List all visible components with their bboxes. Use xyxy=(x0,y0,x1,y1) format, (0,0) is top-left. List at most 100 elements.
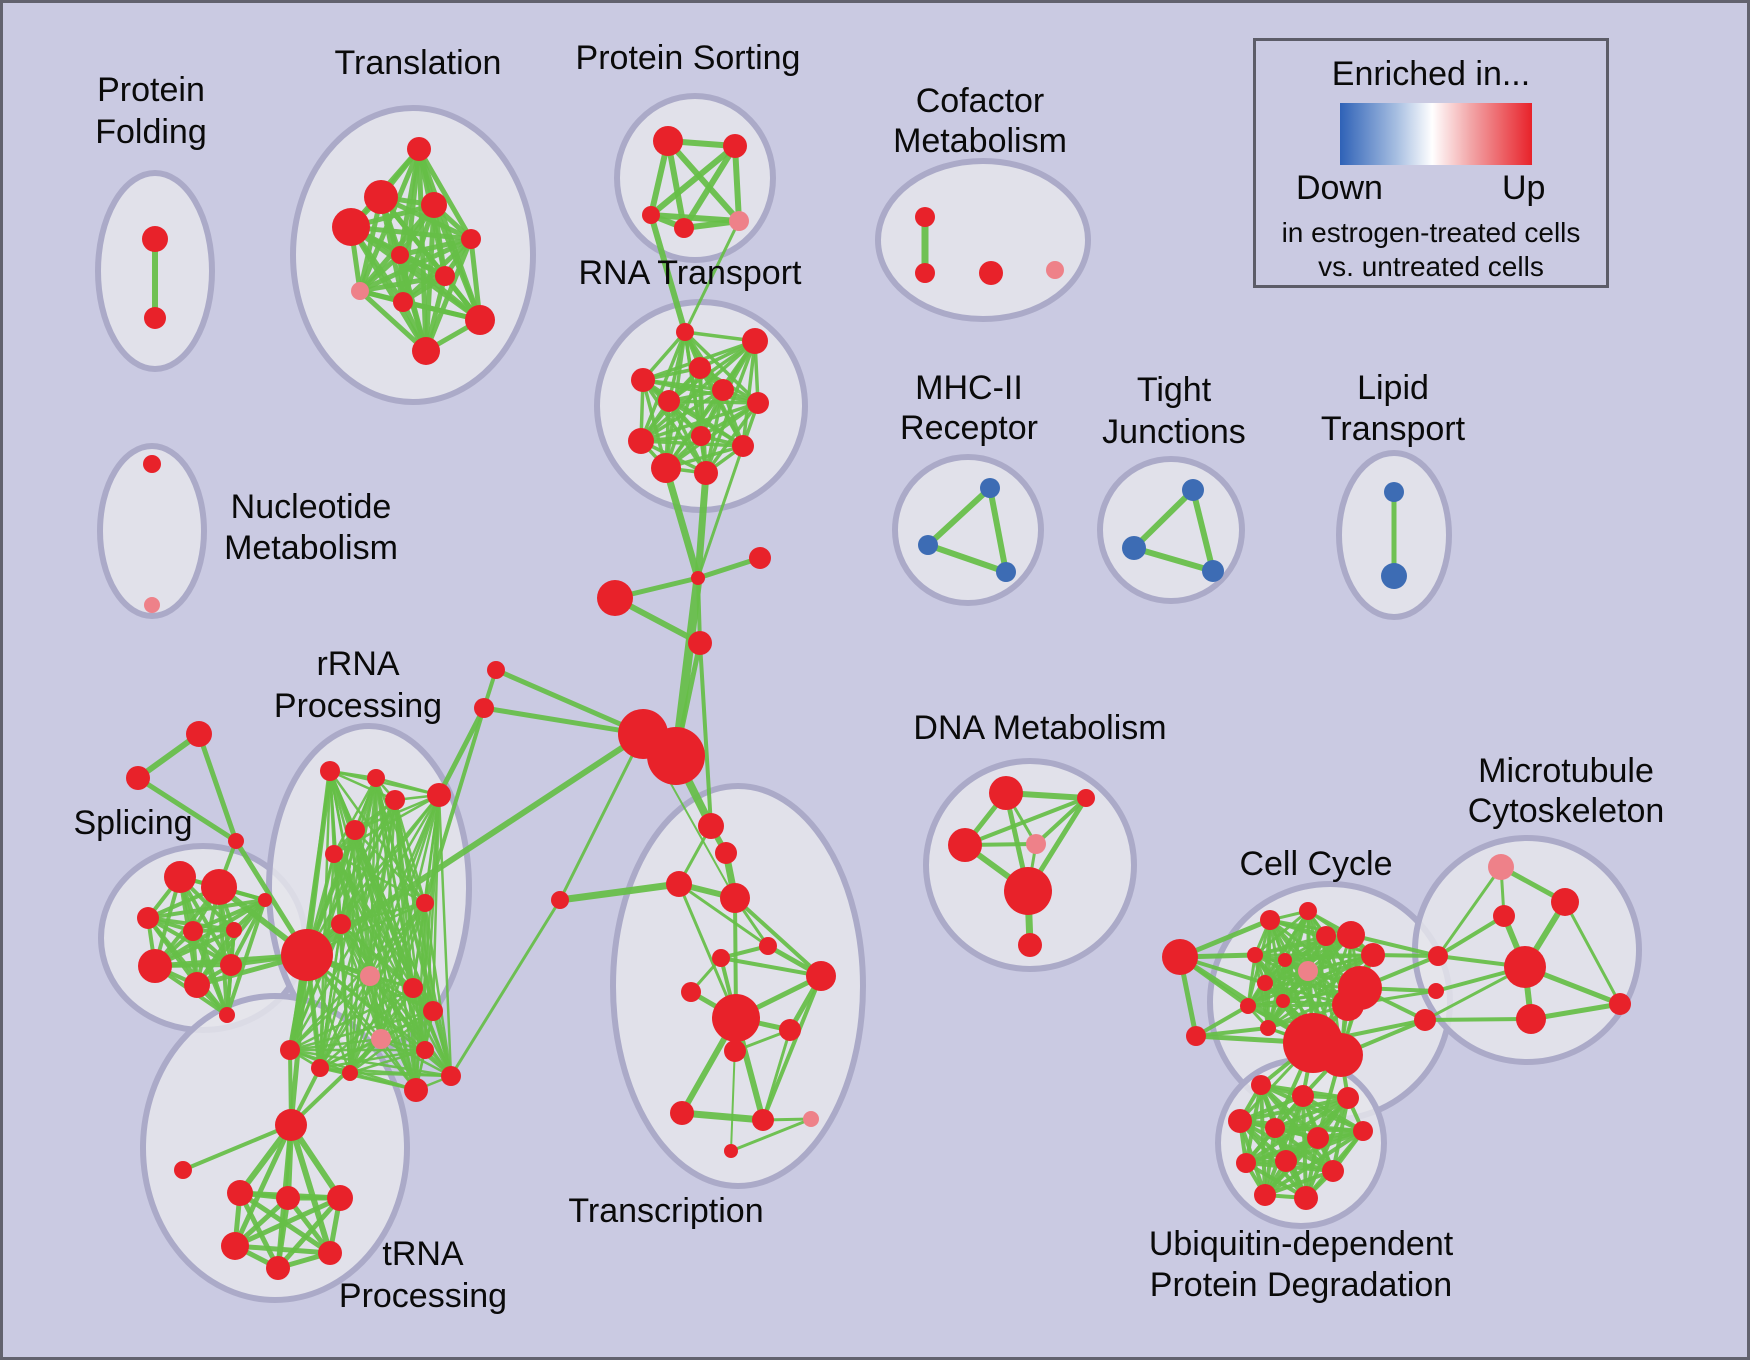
edge xyxy=(1131,545,1216,574)
edge xyxy=(332,852,427,905)
edge xyxy=(348,974,372,1075)
node-cell_cycle-17 xyxy=(1319,1033,1363,1077)
node-dna_metabolism-0 xyxy=(989,776,1023,810)
edge xyxy=(437,793,453,1078)
node-rna_transport-4 xyxy=(712,379,734,401)
edge xyxy=(671,573,703,761)
node-rna_transport-3 xyxy=(631,368,655,392)
cluster-label-tight_junctions: Junctions xyxy=(1102,413,1246,451)
node-translation-9 xyxy=(465,305,495,335)
cluster-label-protein_folding: Protein xyxy=(97,71,205,109)
node-rrna_processing-6 xyxy=(281,929,333,981)
edge xyxy=(288,974,372,1052)
node-rrna_processing-12 xyxy=(423,1001,443,1021)
node-rrna_processing-4 xyxy=(345,820,365,840)
edge xyxy=(237,1190,281,1271)
edge xyxy=(289,1037,383,1127)
node-cell_cycle-10 xyxy=(1257,975,1273,991)
edge xyxy=(1034,796,1088,846)
labels: Protein Folding Translation Protein Sorting… xyxy=(73,39,1664,1315)
cluster-label-tight_junctions: Tight xyxy=(1137,371,1212,409)
edge xyxy=(648,143,738,218)
edge xyxy=(304,768,333,958)
node-trna_processing-2 xyxy=(227,1180,253,1206)
cluster-label-cell_cycle: Cell Cycle xyxy=(1239,845,1392,883)
edge xyxy=(1349,933,1440,958)
cluster-label-trna_processing: tRNA xyxy=(382,1235,464,1273)
edge xyxy=(1563,900,1622,1006)
node-microtubule_cytoskeleton-4 xyxy=(1516,1004,1546,1034)
node-nucleotide_metabolism-0 xyxy=(143,455,161,473)
node-ubiquitin_degradation-3 xyxy=(1228,1109,1252,1133)
node-transcription-2 xyxy=(666,871,692,897)
node-cell_cycle-13 xyxy=(1260,1020,1276,1036)
edge xyxy=(379,901,427,1041)
node-translation-3 xyxy=(332,208,370,246)
node-free-BR xyxy=(551,891,569,909)
node-translation-4 xyxy=(461,229,481,249)
edge xyxy=(665,138,742,224)
node-rrna_processing-13 xyxy=(280,1040,300,1060)
node-cell_cycle-8 xyxy=(1278,953,1292,967)
edge xyxy=(641,378,760,405)
cluster-label-translation: Translation xyxy=(335,44,502,82)
node-cell_cycle-0 xyxy=(1162,939,1198,975)
node-rna_transport-0 xyxy=(676,323,694,341)
edge xyxy=(719,956,823,978)
cluster-label-rna_transport: RNA Transport xyxy=(579,254,803,292)
node-transcription-14 xyxy=(724,1144,738,1158)
edge xyxy=(368,974,453,1078)
edge xyxy=(698,641,713,828)
node-dna_metabolism-5 xyxy=(1018,933,1042,957)
node-translation-2 xyxy=(421,192,447,218)
legend: Enriched in... Down Up in estrogen-treat… xyxy=(1253,38,1609,288)
node-translation-8 xyxy=(393,292,413,312)
node-trna_processing-5 xyxy=(221,1232,249,1260)
edge xyxy=(416,146,474,242)
network-svg: Protein Folding Translation Protein Sorting… xyxy=(73,39,1664,1315)
edge xyxy=(677,882,738,1020)
edge xyxy=(1131,487,1196,551)
node-cofactor_metabolism-3 xyxy=(1046,261,1064,279)
cluster-ellipse-cofactor_metabolism xyxy=(875,158,1091,322)
node-rna_transport-8 xyxy=(691,426,711,446)
cluster-label-nucleotide_metabolism: Metabolism xyxy=(224,529,398,567)
node-transcription-4 xyxy=(759,937,777,955)
node-trna_processing-7 xyxy=(318,1241,342,1265)
node-ubiquitin_degradation-6 xyxy=(1353,1121,1373,1141)
node-transcription-1 xyxy=(715,842,737,864)
cluster-label-ubiquitin_degradation: Protein Degradation xyxy=(1150,1266,1452,1304)
node-splicing-6 xyxy=(184,972,210,998)
edge xyxy=(696,444,745,580)
cluster-label-mhc_ii_receptor: Receptor xyxy=(900,409,1038,447)
edge xyxy=(963,796,1088,847)
node-free-JB xyxy=(688,631,712,655)
node-rrna_processing-1 xyxy=(367,769,385,787)
node-cell_cycle-7 xyxy=(1247,947,1263,963)
legend-up-label: Up xyxy=(1502,169,1546,207)
edge xyxy=(353,828,427,905)
node-cell_cycle-3 xyxy=(1299,902,1317,920)
edge xyxy=(987,485,1009,575)
edge xyxy=(232,1195,343,1249)
edge xyxy=(925,542,1009,575)
node-rrna_processing-3 xyxy=(427,783,451,807)
cluster-label-dna_metabolism: DNA Metabolism xyxy=(913,709,1166,747)
node-trna_processing-4 xyxy=(327,1185,353,1211)
edge xyxy=(1283,953,1375,962)
node-cell_cycle-12 xyxy=(1240,998,1256,1014)
node-translation-6 xyxy=(435,266,455,286)
edge xyxy=(288,952,310,1128)
cluster-label-microtubule_cytoskeleton: Microtubule xyxy=(1478,752,1654,790)
node-transcription-11 xyxy=(670,1101,694,1125)
edge xyxy=(397,236,474,258)
node-splicing-0 xyxy=(164,861,196,893)
node-rna_transport-10 xyxy=(651,453,681,483)
edge xyxy=(694,469,710,582)
cluster-label-protein_folding: Folding xyxy=(95,113,207,151)
node-ubiquitin_degradation-1 xyxy=(1292,1085,1314,1107)
node-cell_cycle-20 xyxy=(1414,1009,1436,1031)
edge xyxy=(423,901,453,1078)
node-translation-7 xyxy=(351,282,369,300)
